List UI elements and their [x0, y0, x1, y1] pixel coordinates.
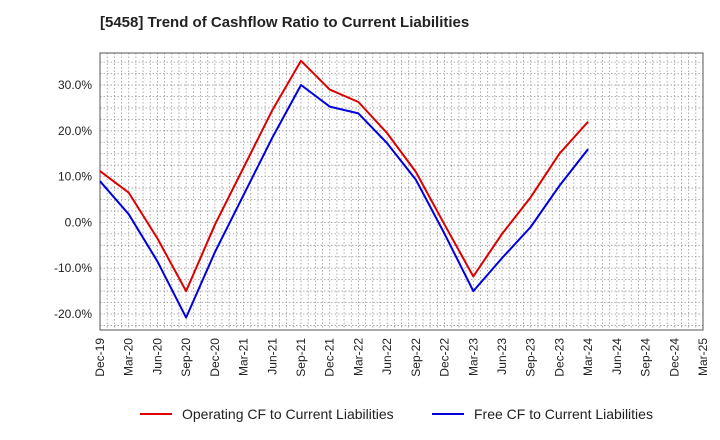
x-tick-label: Dec-19 [93, 338, 107, 377]
x-tick-label: Sep-20 [179, 338, 193, 377]
x-tick-label: Mar-20 [122, 338, 136, 376]
x-tick-label: Jun-22 [380, 338, 394, 375]
x-tick-label: Mar-25 [696, 338, 710, 376]
series-line-2 [99, 84, 589, 319]
x-tick-label: Dec-23 [552, 338, 566, 377]
x-tick-label: Dec-22 [438, 338, 452, 377]
x-tick-label: Mar-23 [466, 338, 480, 376]
x-tick-label: Sep-23 [524, 338, 538, 377]
x-tick-label: Sep-22 [409, 338, 423, 377]
y-tick-label: 30.0% [58, 78, 92, 92]
x-tick-label: Jun-24 [610, 338, 624, 375]
x-tick-label: Dec-20 [208, 338, 222, 377]
x-tick-label: Mar-22 [351, 338, 365, 376]
x-tick-label: Jun-20 [150, 338, 164, 375]
x-tick-label: Sep-24 [639, 338, 653, 377]
y-tick-label: 20.0% [58, 124, 92, 138]
x-tick-label: Dec-21 [323, 338, 337, 377]
x-tick-label: Jun-21 [265, 338, 279, 375]
x-tick-label: Mar-21 [237, 338, 251, 376]
y-tick-label: -10.0% [54, 261, 92, 275]
y-tick-label: 0.0% [65, 215, 93, 229]
x-tick-label: Jun-23 [495, 338, 509, 375]
x-tick-label: Sep-21 [294, 338, 308, 377]
legend-label-1: Operating CF to Current Liabilities [182, 406, 394, 422]
x-tick-label: Mar-24 [581, 338, 595, 376]
legend-label-2: Free CF to Current Liabilities [474, 406, 653, 422]
chart-title: [5458] Trend of Cashflow Ratio to Curren… [100, 14, 470, 31]
series-line-1 [99, 59, 589, 293]
y-tick-label: 10.0% [58, 170, 92, 184]
y-tick-label: -20.0% [54, 307, 92, 321]
plot-frame [99, 52, 704, 331]
x-tick-label: Dec-24 [667, 338, 681, 377]
